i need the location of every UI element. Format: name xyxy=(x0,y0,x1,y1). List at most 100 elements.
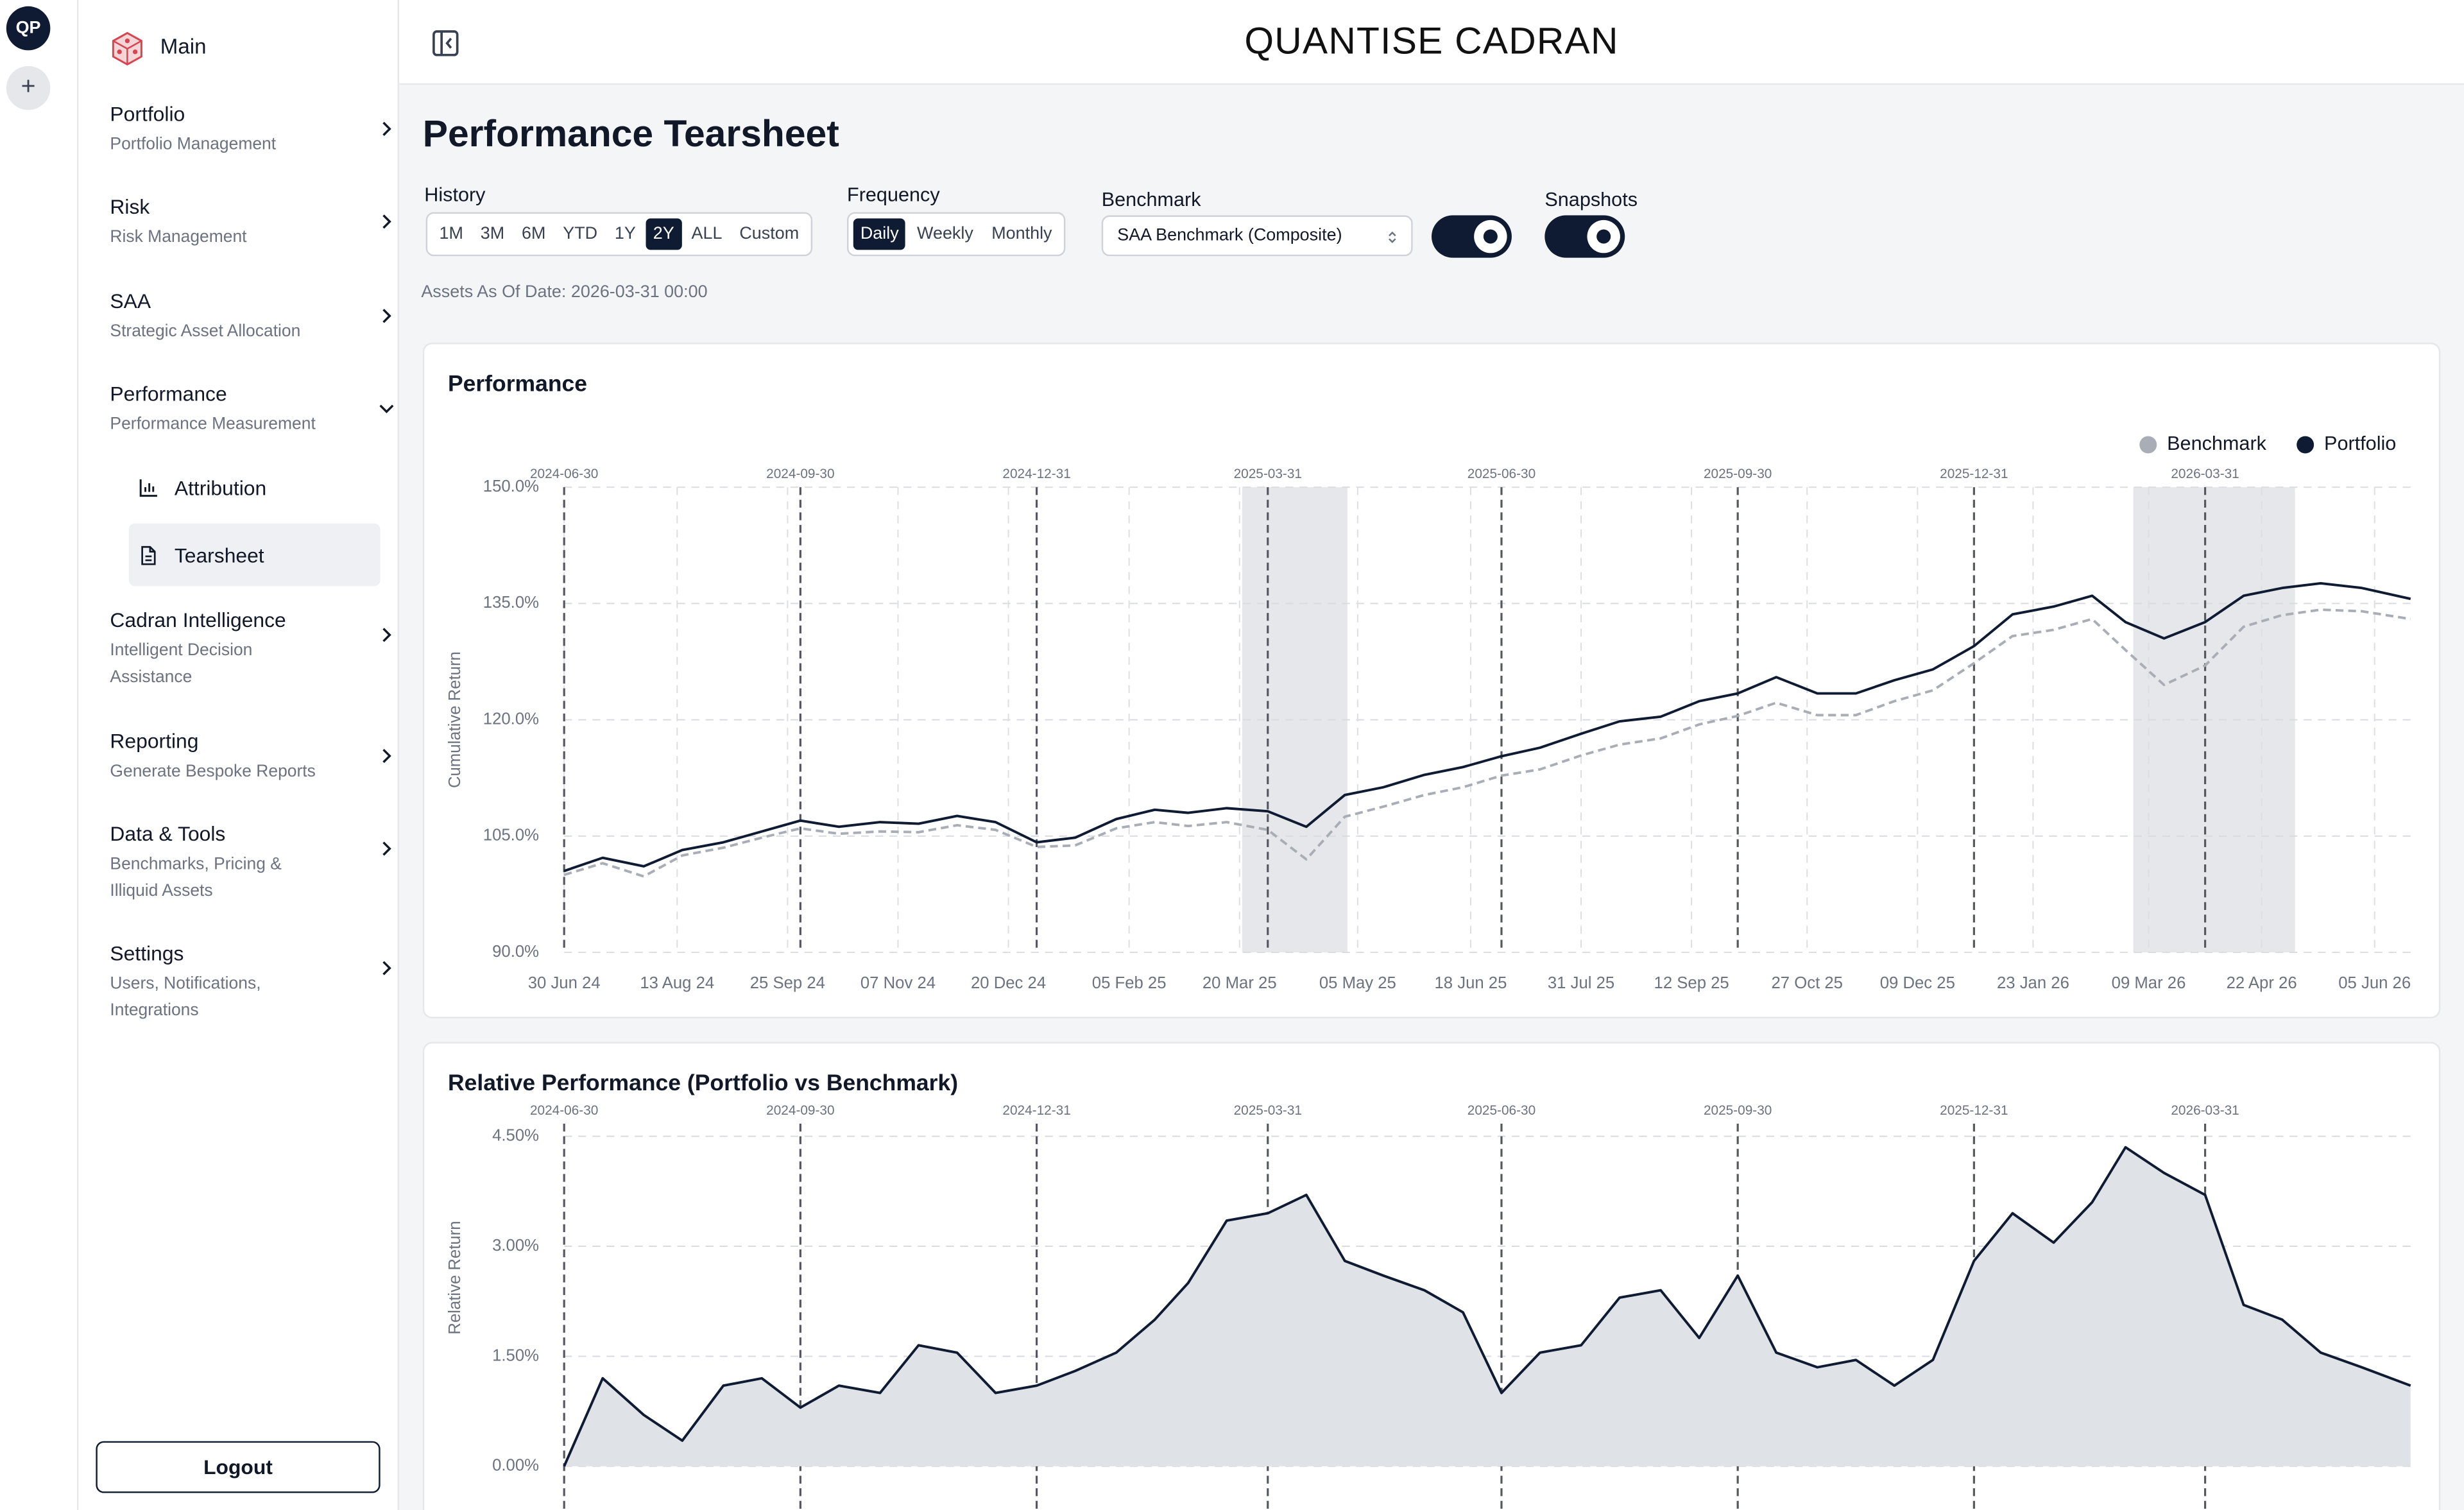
logout-button[interactable]: Logout xyxy=(96,1441,381,1493)
logo xyxy=(112,31,142,66)
option-button[interactable]: 6M xyxy=(521,225,546,244)
x-tick-label: 09 Mar 26 xyxy=(2112,974,2186,992)
home-link[interactable]: Main xyxy=(160,34,207,58)
nav-item[interactable]: SAA Strategic Asset Allocation xyxy=(110,287,391,346)
main: Performance Tearsheet History 1M 3M 6M YTD 1… xyxy=(399,85,2464,1510)
nav-item[interactable]: Reporting Generate Bespoke Reports xyxy=(110,728,391,786)
nav-item[interactable]: Settings Users, Notifications, Integratio… xyxy=(110,939,391,1024)
period-marker-label: 2024-06-30 xyxy=(530,467,598,481)
add-workspace[interactable]: + xyxy=(6,65,51,110)
chevron xyxy=(382,628,391,642)
chevron xyxy=(382,841,391,856)
option-button[interactable]: Weekly xyxy=(917,225,973,244)
nav-item[interactable]: Cadran Intelligence Intelligent Decision … xyxy=(110,606,391,691)
legend-label: Benchmark xyxy=(2167,433,2267,454)
y-tick-label: 90.0% xyxy=(492,943,539,961)
benchmark-label: Benchmark xyxy=(1101,188,1201,211)
chevron xyxy=(382,214,391,229)
nav-title: Reporting xyxy=(110,729,199,753)
y-tick-label: 1.50% xyxy=(492,1346,539,1364)
option-button[interactable]: 1Y xyxy=(614,225,636,244)
option-button[interactable]: 3M xyxy=(480,225,505,244)
chart-title: Performance xyxy=(448,370,587,396)
snapshots-label: Snapshots xyxy=(1544,188,1638,211)
period-marker-label: 2025-12-31 xyxy=(1940,1103,2008,1118)
relative-performance-chart: Relative Performance (Portfolio vs Bench… xyxy=(446,1070,2411,1510)
nav-subtitle: Strategic Asset Allocation xyxy=(110,322,301,341)
benchmark-toggle[interactable] xyxy=(1432,215,1512,258)
x-tick-label: 31 Jul 25 xyxy=(1548,974,1614,992)
nav-item[interactable]: Portfolio Portfolio Management xyxy=(110,101,391,159)
area-fill xyxy=(564,1147,2411,1466)
option-button[interactable]: 1M xyxy=(439,225,463,244)
history-selector: 1M 3M 6M YTD 1Y 2Y ALL Custom xyxy=(425,212,813,257)
option-button[interactable]: Monthly xyxy=(991,225,1052,244)
x-tick-label: 12 Sep 25 xyxy=(1654,974,1729,992)
workspace-avatar[interactable]: QP xyxy=(6,6,51,51)
collapse-sidebar[interactable] xyxy=(432,30,459,57)
nav-item[interactable]: Data & Tools Benchmarks, Pricing & Illiqu… xyxy=(110,820,391,905)
y-axis-label: Relative Return xyxy=(446,1221,464,1334)
option-button[interactable]: Custom xyxy=(739,225,800,244)
page-title: Performance Tearsheet xyxy=(422,113,839,156)
x-tick-label: 30 Jun 24 xyxy=(528,974,601,992)
icon-shape xyxy=(141,545,156,565)
subnav-item[interactable]: Tearsheet xyxy=(128,523,381,587)
subnav-item[interactable]: Attribution xyxy=(129,456,381,519)
nav-item[interactable]: Performance Performance Measurement xyxy=(110,381,394,439)
chevron-icon xyxy=(382,121,391,136)
performance-card: Performance Cumulative Return 90.0% 105.0% 1… xyxy=(422,342,2441,1018)
x-tick-label: 25 Sep 24 xyxy=(750,974,825,992)
chevron-icon xyxy=(382,309,391,323)
benchmark-value: SAA Benchmark (Composite) xyxy=(1117,226,1342,246)
x-tick-label: 13 Aug 24 xyxy=(640,974,714,992)
nav-title: Performance xyxy=(110,382,227,406)
period-marker-label: 2025-06-30 xyxy=(1467,467,1536,481)
period-marker-label: 2024-06-30 xyxy=(530,1103,598,1118)
chevron-icon xyxy=(382,748,391,763)
benchmark-select[interactable]: SAA Benchmark (Composite) xyxy=(1101,215,1413,257)
y-tick-label: 0.00% xyxy=(492,1457,539,1475)
chevron-icon xyxy=(382,214,391,229)
chevron xyxy=(379,404,394,414)
nav-subtitle: Benchmarks, Pricing & Illiquid Assets xyxy=(110,855,282,901)
workspace-rail: QP + xyxy=(0,0,79,1510)
option-button[interactable]: YTD xyxy=(563,225,598,244)
chevron xyxy=(382,961,391,975)
option-button[interactable]: ALL xyxy=(691,225,723,244)
chevron xyxy=(382,309,391,323)
subnav-icon xyxy=(141,545,156,565)
chart-title: Relative Performance (Portfolio vs Bench… xyxy=(448,1070,958,1095)
x-tick-label: 09 Dec 25 xyxy=(1880,974,1955,992)
option-button[interactable]: Daily xyxy=(853,218,906,250)
period-marker-label: 2025-09-30 xyxy=(1704,467,1772,481)
period-marker-label: 2025-03-31 xyxy=(1234,467,1302,481)
period-marker-label: 2026-03-31 xyxy=(2171,1103,2239,1118)
series-line xyxy=(563,608,2411,878)
y-tick-label: 3.00% xyxy=(492,1237,539,1255)
nav-title: Portfolio xyxy=(110,102,185,126)
x-tick-label: 05 Jun 26 xyxy=(2338,974,2411,992)
legend-label: Portfolio xyxy=(2324,433,2396,454)
x-tick-label: 22 Apr 26 xyxy=(2227,974,2297,992)
relative-performance-card: Relative Performance (Portfolio vs Bench… xyxy=(422,1042,2441,1510)
option-button[interactable]: 2Y xyxy=(646,218,681,250)
nav-item[interactable]: Risk Risk Management xyxy=(110,193,391,252)
chevron xyxy=(382,121,391,136)
nav-subtitle: Intelligent Decision Assistance xyxy=(110,641,253,687)
nav-subtitle: Risk Management xyxy=(110,228,247,247)
period-marker-label: 2024-12-31 xyxy=(1002,1103,1070,1118)
y-tick-label: 150.0% xyxy=(483,477,539,495)
x-tick-label: 18 Jun 25 xyxy=(1434,974,1507,992)
history-label: History xyxy=(424,184,486,206)
chevron xyxy=(382,748,391,763)
chevron-icon xyxy=(382,628,391,642)
nav-subtitle: Generate Bespoke Reports xyxy=(110,762,316,782)
x-tick-label: 05 May 25 xyxy=(1319,974,1396,992)
snapshots-toggle[interactable] xyxy=(1544,215,1625,258)
nav-title: SAA xyxy=(110,289,151,313)
y-tick-label: 135.0% xyxy=(483,594,539,612)
y-tick-label: 105.0% xyxy=(483,827,539,845)
nav-subtitle: Performance Measurement xyxy=(110,415,316,434)
